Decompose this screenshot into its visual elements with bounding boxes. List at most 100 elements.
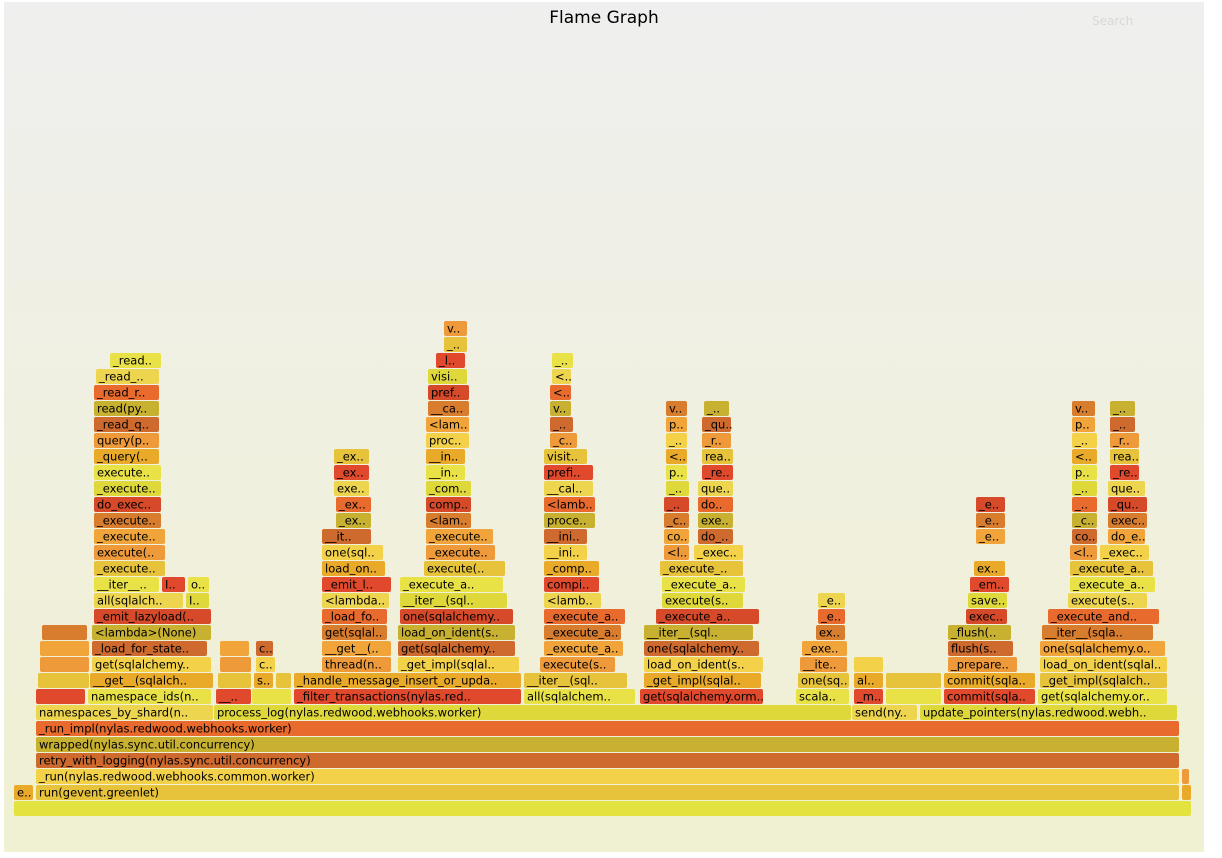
flame-frame[interactable]: co.. [664,529,689,544]
flame-frame-rect[interactable] [1070,561,1153,576]
flame-frame[interactable]: _execute.. [94,481,161,496]
flame-frame-rect[interactable] [798,673,849,688]
flame-frame[interactable]: <.. [550,385,571,400]
flame-frame[interactable]: _r.. [702,433,731,448]
flame-frame-rect[interactable] [334,449,369,464]
flame-frame-rect[interactable] [94,513,161,528]
flame-frame-rect[interactable] [186,593,209,608]
flame-frame-rect[interactable] [94,497,161,512]
flame-frame-rect[interactable] [1110,417,1135,432]
flame-frame-rect[interactable] [1038,689,1167,704]
flame-frame-rect[interactable] [974,561,1005,576]
flame-frame-rect[interactable] [1108,513,1147,528]
flame-frame[interactable]: one(sq.. [798,673,849,688]
flame-frame-rect[interactable] [544,449,587,464]
flame-frame-rect[interactable] [666,417,687,432]
flame-frame[interactable]: _filter_transactions(nylas.red.. [294,689,521,704]
flame-frame[interactable]: _execute.. [94,529,165,544]
flame-frame-rect[interactable] [704,401,729,416]
flame-frame[interactable]: query(p.. [94,433,159,448]
flame-frame-rect[interactable] [92,657,211,672]
flame-frame-rect[interactable] [976,497,1005,512]
flame-frame-rect[interactable] [188,577,209,592]
flame-frame[interactable]: <lamb.. [544,593,601,608]
flame-frame[interactable]: load_on_ident(sqlal.. [1040,657,1167,672]
flame-frame[interactable]: commit(sqla.. [944,689,1035,704]
flame-frame-rect[interactable] [162,577,185,592]
flame-frame-rect[interactable] [94,449,159,464]
flame-frame[interactable]: __iter__(sqla.. [1042,625,1153,640]
flame-frame-rect[interactable] [550,433,577,448]
flame-frame[interactable]: one(sqlalchemy.. [644,641,759,656]
flame-frame-rect[interactable] [426,433,469,448]
flame-frame[interactable]: _read_.. [96,369,159,384]
flame-frame[interactable]: _emit_l.. [322,577,391,592]
flame-frame[interactable]: _execute_a.. [544,625,621,640]
flame-frame[interactable]: _em.. [970,577,1009,592]
flame-frame[interactable]: _c.. [664,513,689,528]
flame-frame[interactable] [40,657,89,672]
flame-frame[interactable]: <lambda>(None) [92,625,211,640]
flame-frame[interactable] [218,673,251,688]
flame-frame[interactable]: _l.. [436,353,465,368]
flame-frame-rect[interactable] [664,513,689,528]
flame-frame-rect[interactable] [854,657,883,672]
flame-frame[interactable] [36,689,85,704]
flame-frame[interactable]: _.. [444,337,467,352]
flame-frame-rect[interactable] [36,785,1179,800]
flame-frame-rect[interactable] [666,465,687,480]
flame-frame-rect[interactable] [334,465,369,480]
flame-frame[interactable]: p.. [666,417,687,432]
flame-frame[interactable]: <lamb.. [544,497,595,512]
flame-frame-rect[interactable] [256,657,275,672]
flame-frame-rect[interactable] [398,625,515,640]
flame-frame[interactable]: flush(s.. [948,641,1013,656]
flame-frame[interactable]: _execute_a.. [662,577,745,592]
flame-frame-rect[interactable] [662,593,743,608]
flame-frame-rect[interactable] [90,673,213,688]
flame-frame-rect[interactable] [36,721,1179,736]
flame-frame-rect[interactable] [36,753,1179,768]
flame-frame-rect[interactable] [662,577,745,592]
flame-frame[interactable]: _.. [1110,417,1135,432]
flame-frame[interactable]: _query(.. [94,449,159,464]
flame-frame[interactable]: c.. [256,641,273,656]
flame-frame[interactable]: _ex.. [336,513,371,528]
flame-frame[interactable]: thread(n.. [322,657,391,672]
flame-frame-rect[interactable] [818,593,845,608]
flame-frame-rect[interactable] [524,673,627,688]
flame-frame[interactable]: do.. [698,497,733,512]
flame-frame[interactable]: comp.. [426,497,471,512]
flame-frame[interactable]: _qu.. [702,417,733,432]
flame-frame[interactable]: proce.. [544,513,595,528]
flame-frame[interactable]: <.. [552,369,572,384]
flame-frame[interactable]: s.. [254,673,273,688]
flame-frame-rect[interactable] [800,657,847,672]
flame-frame-rect[interactable] [94,577,159,592]
flame-frame-rect[interactable] [660,561,743,576]
flame-frame-rect[interactable] [1040,657,1167,672]
flame-frame-rect[interactable] [220,657,251,672]
flame-frame-rect[interactable] [1042,625,1153,640]
flame-frame-rect[interactable] [400,577,503,592]
flame-frame-rect[interactable] [544,609,625,624]
flame-frame[interactable]: one(sql.. [322,545,383,560]
flame-frame-rect[interactable] [322,561,385,576]
flame-frame[interactable]: _read.. [110,353,161,368]
flame-frame[interactable]: __iter__(sql.. [524,673,627,688]
flame-frame[interactable]: visi.. [428,369,467,384]
flame-frame-rect[interactable] [550,417,573,432]
flame-frame[interactable] [220,657,251,672]
flame-frame-rect[interactable] [550,385,571,400]
flame-frame[interactable]: _comp.. [544,561,599,576]
flame-frame[interactable]: _execute.. [426,545,495,560]
flame-frame-rect[interactable] [552,369,571,384]
flame-frame[interactable]: _run(nylas.redwood.webhooks.common.worke… [36,769,1179,784]
flame-frame[interactable]: __iter__(sql.. [644,625,753,640]
flame-frame[interactable]: load_on_ident(s.. [398,625,515,640]
flame-frame-rect[interactable] [544,497,595,512]
flame-frame[interactable]: _c.. [550,433,577,448]
flame-frame[interactable]: _e.. [976,497,1005,512]
flame-frame-rect[interactable] [1072,513,1097,528]
flame-frame-rect[interactable] [94,465,161,480]
